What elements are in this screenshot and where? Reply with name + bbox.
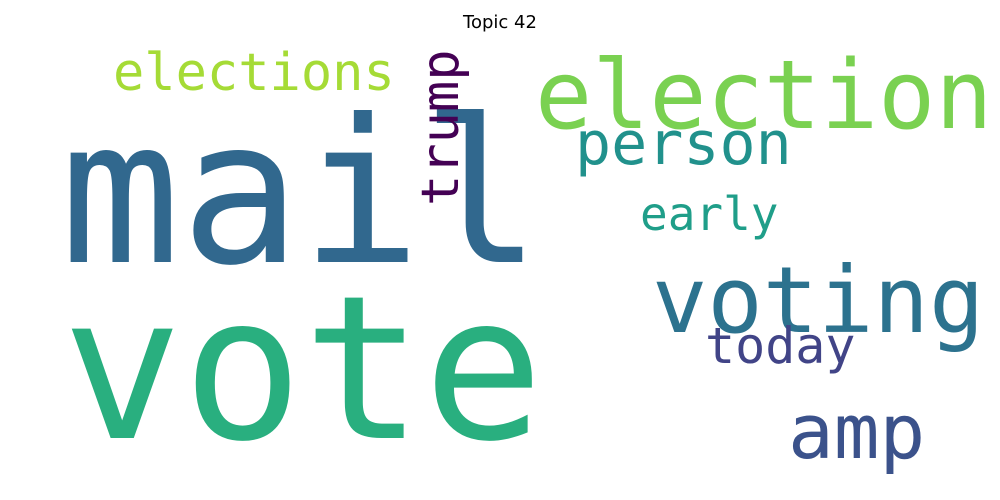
- word-elections: elections: [113, 43, 395, 103]
- word-person: person: [575, 109, 792, 179]
- word-mail: mail: [60, 77, 542, 310]
- word-election: election: [535, 41, 993, 151]
- word-today: today: [705, 317, 856, 375]
- word-trump: trump: [411, 49, 471, 206]
- word-early: early: [640, 187, 778, 241]
- word-vote: vote: [62, 253, 544, 486]
- chart-title: Topic 42: [463, 12, 537, 33]
- word-voting: voting: [652, 247, 984, 354]
- word-amp: amp: [788, 387, 925, 476]
